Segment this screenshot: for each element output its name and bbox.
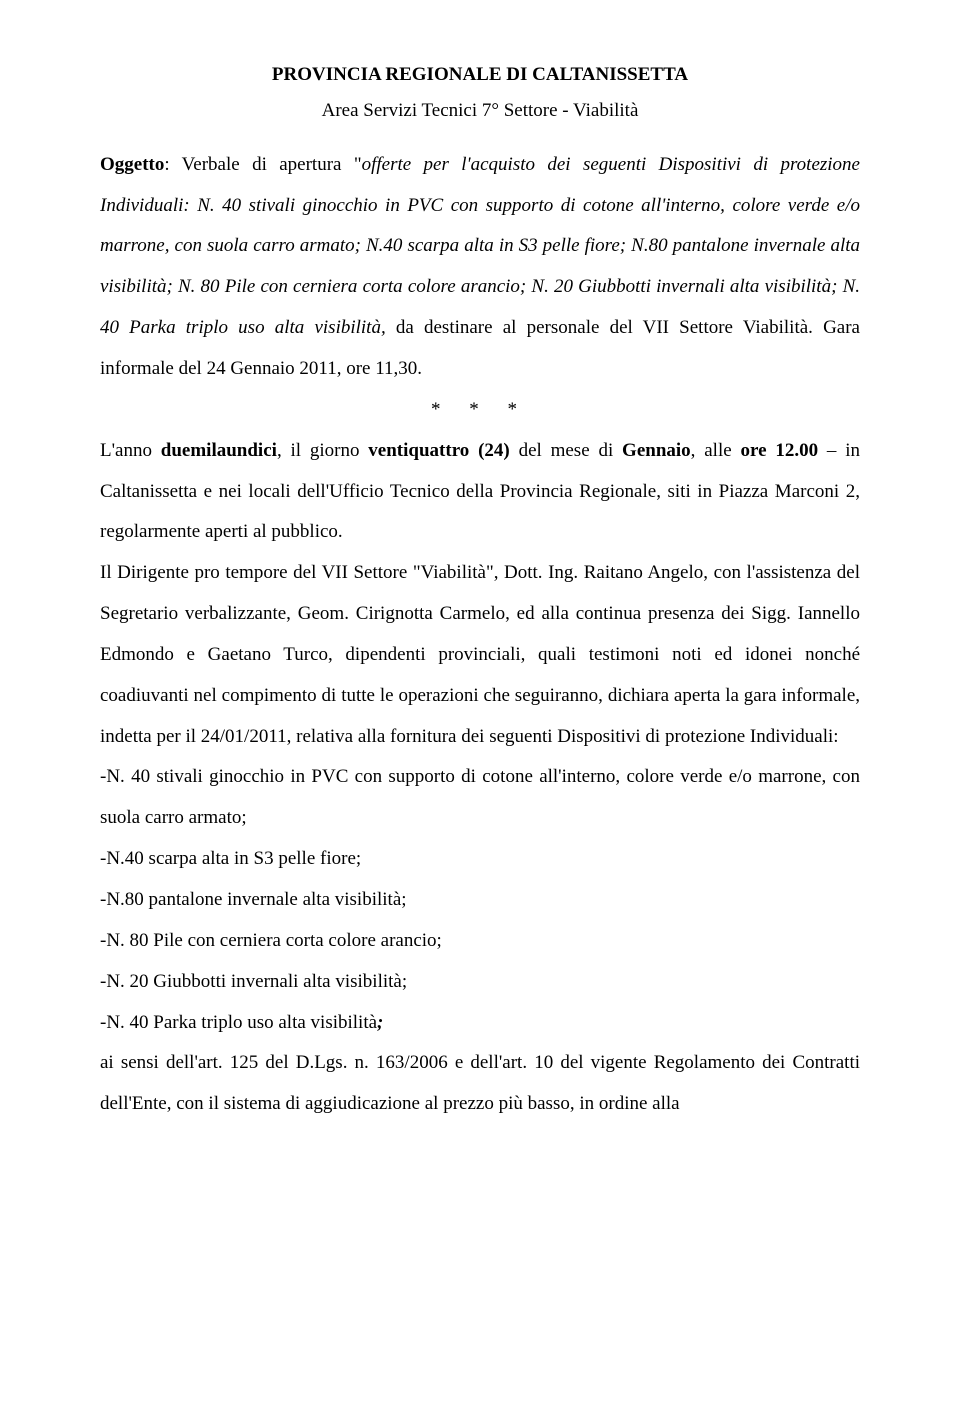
- p2-day: ventiquattro (24): [368, 440, 509, 461]
- paragraph-date: L'anno duemilaundici, il giorno ventiqua…: [100, 431, 860, 554]
- p2-t7: , alle: [691, 440, 741, 461]
- list-item-6-semi: ;: [377, 1012, 383, 1033]
- p2-t1: L'anno: [100, 440, 161, 461]
- p2-t5: del mese di: [510, 440, 622, 461]
- p2-t3: , il giorno: [277, 440, 368, 461]
- document-page: PROVINCIA REGIONALE DI CALTANISSETTA Are…: [0, 0, 960, 1412]
- list-item-4: -N. 80 Pile con cerniera corta colore ar…: [100, 921, 860, 962]
- doc-title: PROVINCIA REGIONALE DI CALTANISSETTA: [100, 60, 860, 90]
- p2-year: duemilaundici: [161, 440, 277, 461]
- paragraph-closing: ai sensi dell'art. 125 del D.Lgs. n. 163…: [100, 1043, 860, 1125]
- list-item-5: -N. 20 Giubbotti invernali alta visibili…: [100, 962, 860, 1003]
- oggetto-label: Oggetto: [100, 154, 164, 175]
- oggetto-body-italic: offerte per l'acquisto dei seguenti Disp…: [100, 154, 860, 338]
- p2-hour: ore 12.00: [740, 440, 818, 461]
- list-item-6-text: -N. 40 Parka triplo uso alta visibilità: [100, 1012, 377, 1033]
- oggetto-sep: : Verbale di apertura ": [164, 154, 361, 175]
- paragraph-oggetto: Oggetto: Verbale di apertura "offerte pe…: [100, 145, 860, 390]
- list-item-3: -N.80 pantalone invernale alta visibilit…: [100, 880, 860, 921]
- separator-stars: * * *: [100, 390, 860, 431]
- paragraph-body: Il Dirigente pro tempore del VII Settore…: [100, 553, 860, 757]
- list-item-1: -N. 40 stivali ginocchio in PVC con supp…: [100, 757, 860, 839]
- p2-month: Gennaio: [622, 440, 691, 461]
- list-item-6: -N. 40 Parka triplo uso alta visibilità;: [100, 1003, 860, 1044]
- list-item-2: -N.40 scarpa alta in S3 pelle fiore;: [100, 839, 860, 880]
- doc-subtitle: Area Servizi Tecnici 7° Settore - Viabil…: [100, 96, 860, 126]
